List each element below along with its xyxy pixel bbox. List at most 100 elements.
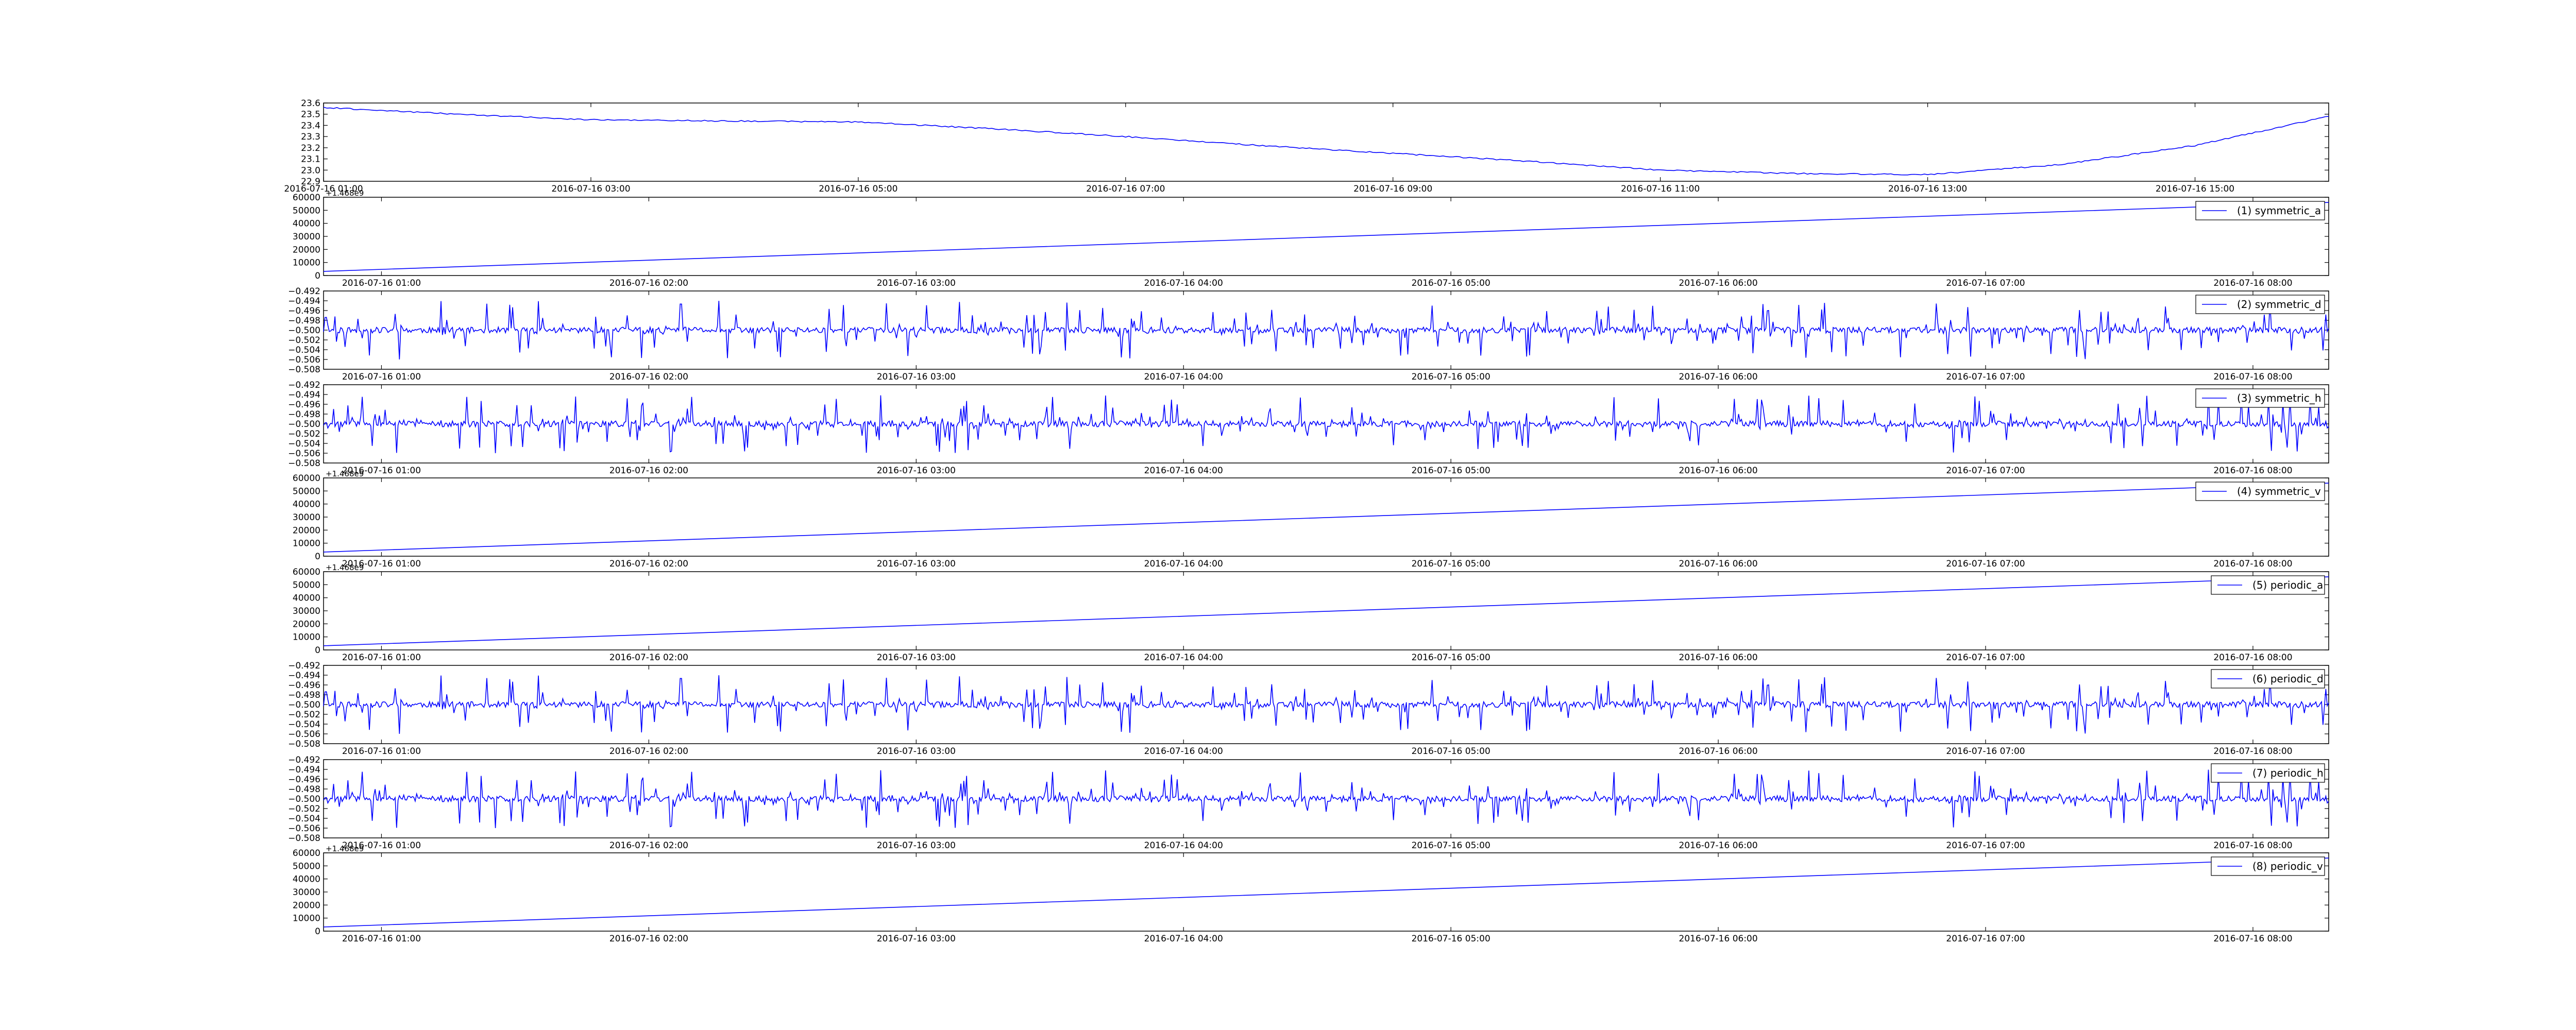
x-tick-label: 2016-07-16 05:00 [1412,934,1490,944]
x-tick-label: 2016-07-16 05:00 [819,184,897,194]
y-offset-label: +1.468e9 [326,563,364,572]
y-tick-label: −0.506 [288,823,320,834]
x-tick-label: 2016-07-16 05:00 [1412,840,1490,851]
y-tick-label: 23.3 [301,132,320,142]
y-tick-label: 23.6 [301,98,320,109]
x-tick-label: 2016-07-16 03:00 [877,934,956,944]
x-tick-label: 2016-07-16 01:00 [342,653,421,663]
y-tick-label: 22.9 [301,177,320,187]
x-tick-label: 2016-07-16 08:00 [2213,746,2292,757]
y-tick-label: 20000 [293,619,320,629]
legend-label: (3) symmetric_h [2237,392,2321,404]
y-offset-label: +1.468e9 [326,844,364,853]
x-tick-label: 2016-07-16 07:00 [1946,278,2025,288]
x-tick-label: 2016-07-16 01:00 [342,466,421,476]
y-tick-label: −0.500 [288,419,320,430]
panel-periodic_v: 0 10000 20000 30000 40000 50000 60000 2016-07-1… [293,844,2329,944]
x-tick-label: 2016-07-16 04:00 [1144,840,1223,851]
y-tick-label: 40000 [293,593,320,604]
y-tick-label: 0 [315,645,320,656]
y-tick-label: 23.1 [301,154,320,165]
y-tick-label: 23.5 [301,110,320,120]
x-tick-label: 2016-07-16 09:00 [1353,184,1432,194]
x-tick-label: 2016-07-16 03:00 [877,278,956,288]
y-tick-label: 40000 [293,219,320,229]
y-tick-label: −0.506 [288,449,320,459]
y-tick-label: 10000 [293,258,320,268]
y-tick-label: −0.496 [288,775,320,785]
x-tick-label: 2016-07-16 01:00 [342,746,421,757]
panel-symmetric_v: 0 10000 20000 30000 40000 50000 60000 2016-07-1… [293,469,2329,569]
x-tick-label: 2016-07-16 04:00 [1144,466,1223,476]
y-tick-label: −0.504 [288,814,320,824]
x-tick-label: 2016-07-16 03:00 [877,653,956,663]
x-tick-label: 2016-07-16 01:00 [342,840,421,851]
x-tick-label: 2016-07-16 06:00 [1679,372,1758,382]
panel-periodic_h: −0.508−0.506−0.504−0.502−0.500−0.498−0.4… [288,755,2329,851]
x-tick-label: 2016-07-16 08:00 [2213,372,2292,382]
y-offset-label: +1.468e9 [326,469,364,478]
legend-label: (4) symmetric_v [2237,485,2321,497]
legend-box [2211,575,2325,595]
y-tick-label: −0.502 [288,335,320,346]
y-tick-label: −0.496 [288,306,320,316]
x-tick-label: 2016-07-16 06:00 [1679,278,1758,288]
y-tick-label: 50000 [293,205,320,216]
x-tick-label: 2016-07-16 02:00 [609,653,688,663]
x-tick-label: 2016-07-16 04:00 [1144,934,1223,944]
y-tick-label: 0 [315,552,320,562]
panel-symmetric_h: −0.508−0.506−0.504−0.502−0.500−0.498−0.4… [288,380,2329,476]
y-tick-label: −0.498 [288,784,320,795]
y-tick-label: −0.502 [288,429,320,439]
x-tick-label: 2016-07-16 05:00 [1412,372,1490,382]
x-tick-label: 2016-07-16 11:00 [1621,184,1700,194]
x-tick-label: 2016-07-16 02:00 [609,559,688,569]
y-tick-label: −0.504 [288,719,320,730]
y-tick-label: −0.504 [288,439,320,449]
x-tick-label: 2016-07-16 05:00 [1412,278,1490,288]
x-tick-label: 2016-07-16 04:00 [1144,278,1223,288]
y-tick-label: −0.492 [288,380,320,390]
x-tick-label: 2016-07-16 07:00 [1946,466,2025,476]
y-tick-label: −0.508 [288,833,320,844]
panel-temperature: 22.923.023.123.223.323.423.523.6 2016-07-… [284,98,2329,194]
y-tick-label: −0.494 [288,296,320,306]
y-tick-label: 10000 [293,632,320,643]
x-tick-label: 2016-07-16 01:00 [342,934,421,944]
y-offset-label: +1.468e9 [326,188,364,198]
y-tick-label: 60000 [293,567,320,577]
y-tick-label: 23.0 [301,165,320,176]
y-tick-label: −0.500 [288,700,320,710]
x-tick-label: 2016-07-16 07:00 [1086,184,1165,194]
y-tick-label: 30000 [293,887,320,898]
x-tick-label: 2016-07-16 03:00 [877,746,956,757]
y-tick-label: −0.508 [288,458,320,469]
x-tick-label: 2016-07-16 08:00 [2213,559,2292,569]
x-tick-label: 2016-07-16 08:00 [2213,278,2292,288]
series-line-symmetric_v [323,483,2329,553]
panel-symmetric_a: 0 10000 20000 30000 40000 50000 60000 2016-07-1… [293,188,2329,288]
y-tick-label: 50000 [293,580,320,590]
y-tick-label: 10000 [293,539,320,549]
y-tick-label: 20000 [293,525,320,536]
x-tick-label: 2016-07-16 08:00 [2213,653,2292,663]
series-line-temperature [323,107,2329,176]
y-tick-label: −0.502 [288,804,320,814]
y-tick-label: −0.496 [288,680,320,691]
y-tick-label: −0.494 [288,765,320,775]
x-tick-label: 2016-07-16 06:00 [1679,934,1758,944]
x-tick-label: 2016-07-16 01:00 [342,372,421,382]
x-tick-label: 2016-07-16 01:00 [342,278,421,288]
x-tick-label: 2016-07-16 01:00 [342,559,421,569]
x-tick-label: 2016-07-16 06:00 [1679,466,1758,476]
y-tick-label: −0.492 [288,286,320,297]
x-tick-label: 2016-07-16 08:00 [2213,466,2292,476]
x-tick-label: 2016-07-16 02:00 [609,466,688,476]
legend-box [2211,856,2325,876]
y-tick-label: 40000 [293,500,320,510]
y-tick-label: 23.2 [301,143,320,153]
y-tick-label: 30000 [293,512,320,523]
x-tick-label: 2016-07-16 04:00 [1144,746,1223,757]
y-tick-label: 60000 [293,193,320,203]
